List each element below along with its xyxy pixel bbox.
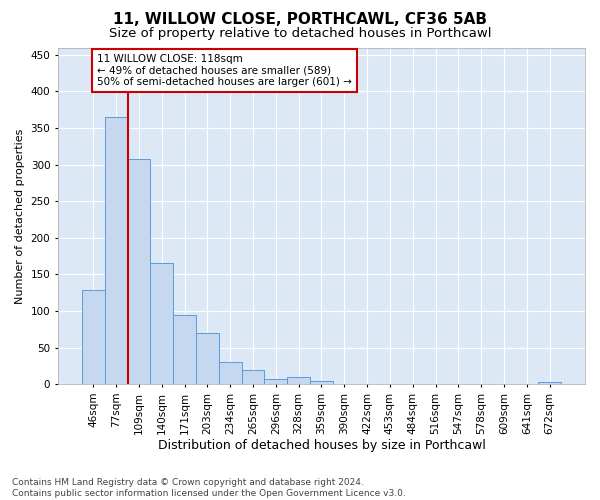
Bar	[538, 382, 561, 384]
Bar	[265, 379, 287, 384]
Bar	[242, 370, 265, 384]
Bar	[219, 362, 242, 384]
Text: Contains HM Land Registry data © Crown copyright and database right 2024.
Contai: Contains HM Land Registry data © Crown c…	[12, 478, 406, 498]
Text: 11, WILLOW CLOSE, PORTHCAWL, CF36 5AB: 11, WILLOW CLOSE, PORTHCAWL, CF36 5AB	[113, 12, 487, 28]
Bar	[196, 333, 219, 384]
Bar	[128, 159, 151, 384]
Text: 11 WILLOW CLOSE: 118sqm
← 49% of detached houses are smaller (589)
50% of semi-d: 11 WILLOW CLOSE: 118sqm ← 49% of detache…	[97, 54, 352, 88]
Bar	[82, 290, 105, 384]
Bar	[310, 380, 333, 384]
X-axis label: Distribution of detached houses by size in Porthcawl: Distribution of detached houses by size …	[158, 440, 485, 452]
Y-axis label: Number of detached properties: Number of detached properties	[15, 128, 25, 304]
Bar	[287, 377, 310, 384]
Bar	[105, 117, 128, 384]
Text: Size of property relative to detached houses in Porthcawl: Size of property relative to detached ho…	[109, 28, 491, 40]
Bar	[151, 264, 173, 384]
Bar	[173, 314, 196, 384]
